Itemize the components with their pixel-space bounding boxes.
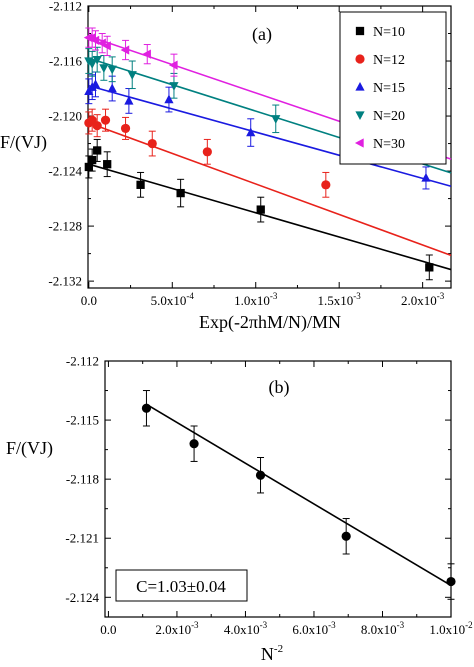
x-tick-label: 0.0 <box>81 293 97 308</box>
data-point <box>124 95 134 105</box>
legend-marker <box>355 81 365 91</box>
fit-line <box>88 85 452 188</box>
panel-b-annotation: C=1.03±0.04 <box>136 577 226 596</box>
panel-a-x-ticks: 0.0 5.0x10-4 1.0x10-3 1.5x10-3 2.0x10-3 <box>81 6 445 308</box>
data-point <box>120 45 130 55</box>
y-tick-label: -2.118 <box>66 472 99 487</box>
y-tick-label: -2.124 <box>65 590 99 605</box>
data-point <box>100 115 111 125</box>
legend-label: N=12 <box>373 53 405 68</box>
data-point <box>103 160 112 169</box>
data-point <box>90 35 100 45</box>
panel-b-x-axis-title: N-2 <box>261 643 283 664</box>
data-point <box>256 205 265 214</box>
x-tick-label: 2.0x10-3 <box>155 620 199 637</box>
legend-marker <box>354 138 364 148</box>
x-tick-label: 6.0x10-3 <box>292 620 336 637</box>
x-tick-label: 1.0x10-3 <box>234 291 278 308</box>
x-tick-label: 5.0x10-4 <box>151 291 195 308</box>
y-tick-label: -2.121 <box>65 531 99 546</box>
data-point <box>120 123 131 134</box>
data-point <box>90 79 101 89</box>
data-point <box>255 470 266 480</box>
data-point <box>88 155 97 165</box>
data-point <box>169 82 179 91</box>
data-point <box>425 263 434 272</box>
data-point <box>246 127 256 137</box>
legend-label: N=30 <box>373 137 405 152</box>
data-point <box>92 55 102 65</box>
legend-marker <box>355 26 365 36</box>
y-tick-label: -2.128 <box>48 219 82 234</box>
panel-b-x-axis-title-base: N <box>261 644 274 664</box>
panel-b-x-axis-title-exp: -2 <box>274 643 283 655</box>
y-tick-label: -2.124 <box>48 164 82 179</box>
fit-line <box>146 403 452 587</box>
panel-a: -2.112 -2.116 -2.120 -2.124 -2.128 -2.132 0.0… <box>0 0 452 333</box>
panel-a-y-axis-title: F/(VJ) <box>0 132 47 153</box>
legend-label: N=15 <box>373 81 405 96</box>
data-point <box>107 83 117 93</box>
y-tick-label: -2.116 <box>49 54 83 69</box>
x-tick-label: 4.0x10-3 <box>224 620 268 637</box>
data-point <box>93 146 102 155</box>
x-tick-label: 1.5x10-3 <box>318 291 362 308</box>
data-point <box>202 147 212 157</box>
y-tick-label: -2.115 <box>66 413 99 428</box>
data-point <box>141 403 152 413</box>
y-tick-label: -2.120 <box>48 109 82 124</box>
panel-b-y-ticks: -2.112 -2.115 -2.118 -2.121 -2.124 <box>65 354 451 605</box>
legend-label: N=10 <box>373 25 405 40</box>
data-point <box>107 65 117 75</box>
data-point <box>102 41 111 51</box>
x-tick-label: 8.0x10-3 <box>361 620 405 637</box>
data-point <box>271 115 281 124</box>
x-tick-label: 2.0x10-3 <box>401 291 445 308</box>
data-point <box>446 576 456 587</box>
data-point <box>147 138 157 149</box>
data-point <box>127 71 137 80</box>
legend-marker <box>355 54 365 64</box>
y-tick-label: -2.112 <box>49 0 82 14</box>
data-point <box>164 94 174 104</box>
panel-a-label: (a) <box>252 24 272 45</box>
data-point <box>142 49 151 59</box>
y-tick-label: -2.132 <box>48 274 82 289</box>
data-point <box>136 180 145 189</box>
panel-b-plot-frame <box>104 360 452 618</box>
data-point <box>99 64 109 73</box>
fit-line <box>88 163 452 271</box>
data-point <box>421 172 431 182</box>
panel-b: -2.112 -2.115 -2.118 -2.121 -2.124 0.0 2.0x10… <box>6 354 473 665</box>
panel-a-legend: N=10 N=12 N=15 N=20 N=30 <box>339 11 447 165</box>
data-point <box>176 188 185 198</box>
panel-b-x-ticks: 0.0 2.0x10-3 4.0x10-3 6.0x10-3 8.0x10-3 1.0x1… <box>100 361 473 637</box>
panel-a-points <box>83 33 434 272</box>
data-point <box>189 439 199 449</box>
data-point <box>168 60 178 70</box>
data-point <box>92 121 102 131</box>
panel-b-points <box>141 403 456 587</box>
panel-b-label: (b) <box>269 377 290 398</box>
legend-marker <box>355 111 365 121</box>
data-point <box>321 180 331 190</box>
panel-a-x-axis-title: Exp(-2πhM/N)/MN <box>199 312 341 333</box>
panel-b-annotation-box <box>115 569 248 602</box>
panel-b-y-axis-title: F/(VJ) <box>6 438 53 459</box>
data-point <box>341 531 351 541</box>
data-point <box>84 162 93 172</box>
x-tick-label: 0.0 <box>100 622 116 637</box>
data-point <box>87 60 97 69</box>
legend-label: N=20 <box>373 109 405 124</box>
y-tick-label: -2.112 <box>66 354 99 369</box>
x-tick-label: 1.0x10-2 <box>429 620 472 637</box>
panel-b-fit-line <box>146 403 452 587</box>
panel-a-plot-frame <box>87 5 452 289</box>
